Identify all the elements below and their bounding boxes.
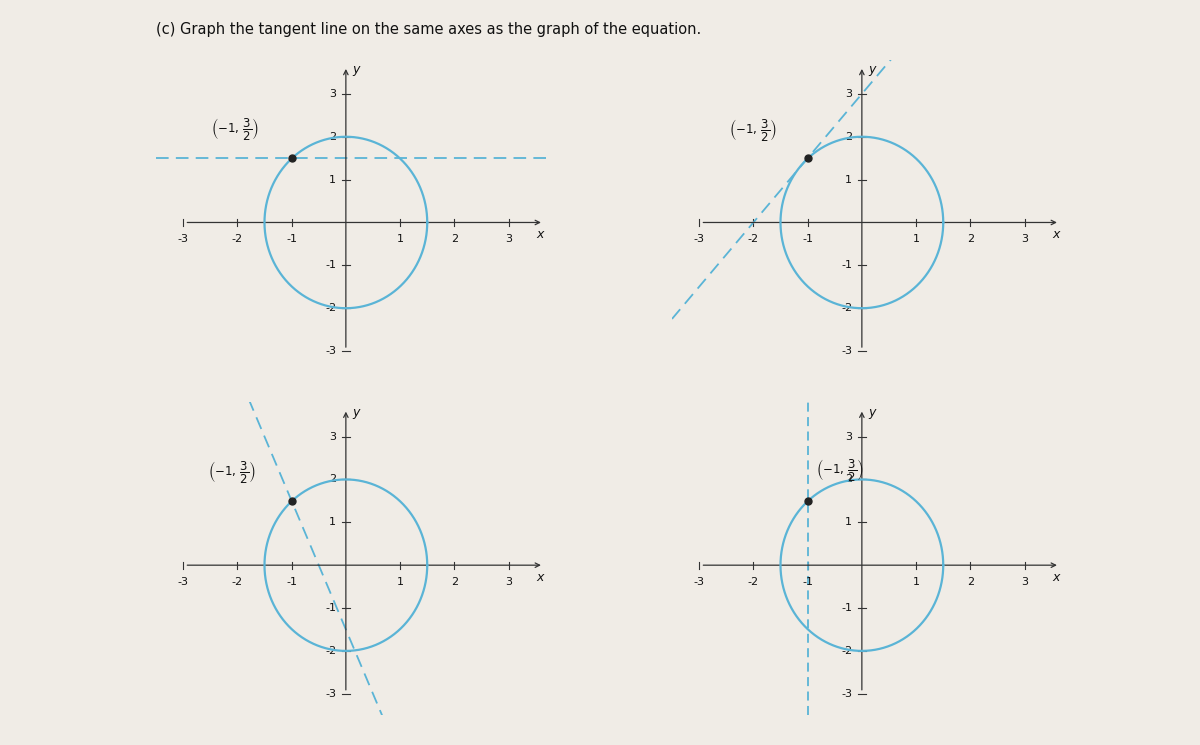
Text: 3: 3 xyxy=(329,89,336,99)
Text: 2: 2 xyxy=(845,132,852,142)
Text: 3: 3 xyxy=(845,431,852,442)
Text: -1: -1 xyxy=(325,260,336,270)
Text: 3: 3 xyxy=(845,89,852,99)
Text: $\left(-1,\, \dfrac{3}{2}\right)$: $\left(-1,\, \dfrac{3}{2}\right)$ xyxy=(211,116,259,142)
Text: 1: 1 xyxy=(397,235,403,244)
Text: 1: 1 xyxy=(329,174,336,185)
Text: (c) Graph the tangent line on the same axes as the graph of the equation.: (c) Graph the tangent line on the same a… xyxy=(156,22,701,37)
Text: 1: 1 xyxy=(845,517,852,527)
Text: x: x xyxy=(536,228,544,241)
Text: 2: 2 xyxy=(967,235,974,244)
Text: -1: -1 xyxy=(286,577,298,587)
Text: 3: 3 xyxy=(505,577,512,587)
Text: 3: 3 xyxy=(329,431,336,442)
Text: -1: -1 xyxy=(325,603,336,613)
Text: 1: 1 xyxy=(913,235,919,244)
Text: 1: 1 xyxy=(913,577,919,587)
Text: -3: -3 xyxy=(325,689,336,699)
Text: -3: -3 xyxy=(694,577,704,587)
Text: -2: -2 xyxy=(841,646,852,656)
Text: -2: -2 xyxy=(232,577,242,587)
Text: -3: -3 xyxy=(841,346,852,356)
Text: 2: 2 xyxy=(329,475,336,484)
Text: -3: -3 xyxy=(325,346,336,356)
Text: 1: 1 xyxy=(397,577,403,587)
Text: 3: 3 xyxy=(1021,235,1028,244)
Text: -2: -2 xyxy=(325,646,336,656)
Text: -1: -1 xyxy=(841,603,852,613)
Text: -1: -1 xyxy=(286,235,298,244)
Text: x: x xyxy=(1052,228,1060,241)
Text: $\left(-1,\, \dfrac{3}{2}\right)$: $\left(-1,\, \dfrac{3}{2}\right)$ xyxy=(730,117,778,143)
Text: -3: -3 xyxy=(178,577,188,587)
Text: -2: -2 xyxy=(748,235,758,244)
Text: $\left(-1,\, \dfrac{3}{2}\right)$: $\left(-1,\, \dfrac{3}{2}\right)$ xyxy=(816,457,864,483)
Text: 1: 1 xyxy=(329,517,336,527)
Text: -1: -1 xyxy=(802,235,814,244)
Text: 2: 2 xyxy=(451,235,458,244)
Text: -3: -3 xyxy=(178,235,188,244)
Text: -2: -2 xyxy=(325,303,336,313)
Text: -3: -3 xyxy=(841,689,852,699)
Text: 3: 3 xyxy=(505,235,512,244)
Text: -1: -1 xyxy=(841,260,852,270)
Text: y: y xyxy=(352,63,359,76)
Text: 2: 2 xyxy=(967,577,974,587)
Text: -1: -1 xyxy=(802,577,814,587)
Text: -2: -2 xyxy=(232,235,242,244)
Text: y: y xyxy=(868,63,875,76)
Text: -2: -2 xyxy=(841,303,852,313)
Text: -3: -3 xyxy=(694,235,704,244)
Text: 1: 1 xyxy=(845,174,852,185)
Text: $\left(-1,\, \dfrac{3}{2}\right)$: $\left(-1,\, \dfrac{3}{2}\right)$ xyxy=(208,459,256,484)
Text: x: x xyxy=(1052,571,1060,583)
Text: 2: 2 xyxy=(329,132,336,142)
Text: 2: 2 xyxy=(845,475,852,484)
Text: 3: 3 xyxy=(1021,577,1028,587)
Text: x: x xyxy=(536,571,544,583)
Text: 2: 2 xyxy=(451,577,458,587)
Text: y: y xyxy=(868,405,875,419)
Text: y: y xyxy=(352,405,359,419)
Text: -2: -2 xyxy=(748,577,758,587)
